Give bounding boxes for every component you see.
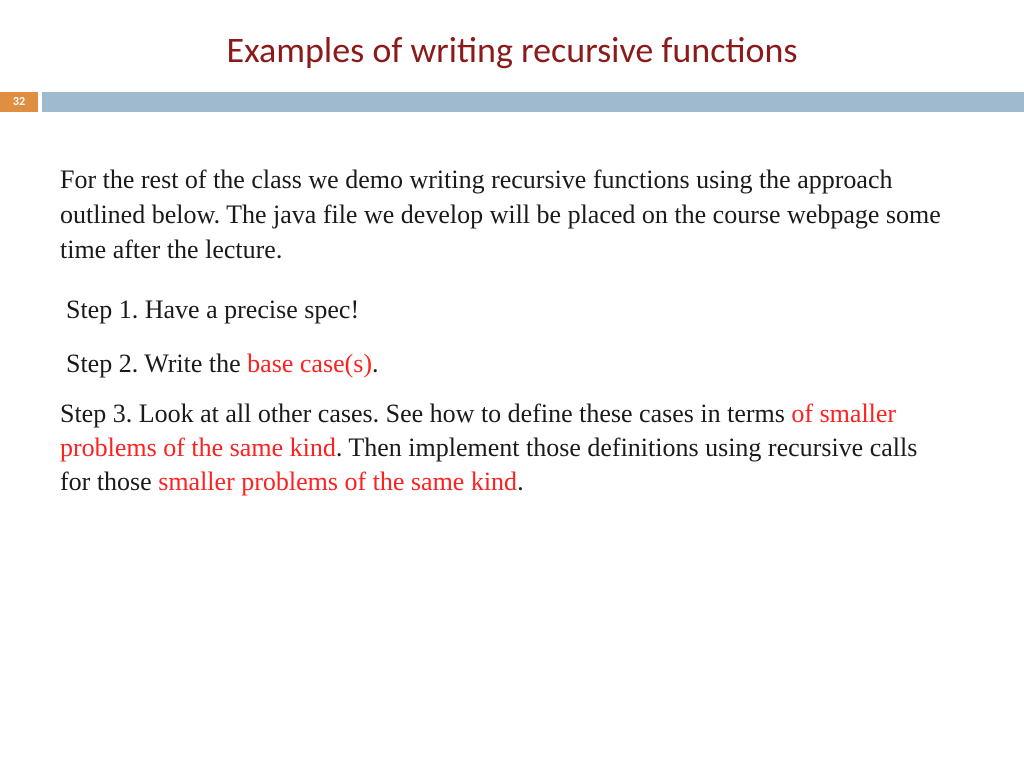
step3-d-highlight: smaller problems of the same kind <box>158 467 517 496</box>
step-2: Step 2. Write the base case(s). <box>60 349 944 379</box>
header-bar <box>42 92 1024 112</box>
header-bar-row: 32 <box>0 92 1024 112</box>
step-3: Step 3. Look at all other cases. See how… <box>60 397 944 498</box>
slide-content: For the rest of the class we demo writin… <box>0 162 1024 499</box>
slide-title: Examples of writing recursive functions <box>0 0 1024 92</box>
step2-highlight: base case(s) <box>247 349 372 378</box>
step3-e: . <box>517 467 524 496</box>
step2-pre: Step 2. Write the <box>66 349 247 378</box>
slide-number-badge: 32 <box>0 92 38 112</box>
intro-paragraph: For the rest of the class we demo writin… <box>60 162 944 267</box>
step-1: Step 1. Have a precise spec! <box>60 295 944 325</box>
step3-a: Step 3. Look at all other cases. See how… <box>60 399 791 428</box>
step2-post: . <box>372 349 379 378</box>
